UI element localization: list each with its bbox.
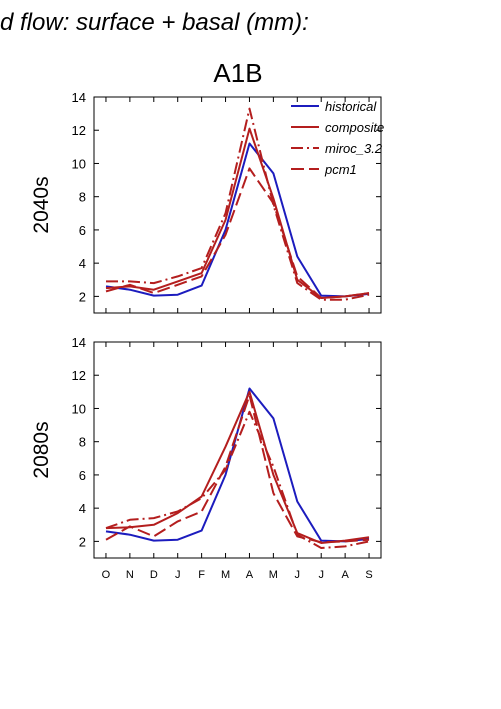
- chart-2040s: 2 4 6 8 10 12 14 2040s historical composite miroc_…: [30, 90, 384, 314]
- legend-label: composite: [325, 120, 384, 135]
- y-axis-label: 2040s: [30, 176, 53, 233]
- series-line-historical: [105, 387, 370, 543]
- series-line-historical: [105, 142, 370, 298]
- chart-2080s: 2 4 6 8 10 12 14 O N D J F M A M J J A S 2080s: [30, 335, 382, 581]
- y-axis-label: 2080s: [30, 421, 53, 478]
- y-tick-label: 2: [79, 289, 86, 304]
- x-tick-label: A: [246, 569, 254, 581]
- x-tick-label: S: [365, 569, 372, 581]
- x-tick-label: N: [126, 569, 134, 581]
- x-tick-label: A: [341, 569, 349, 581]
- series-line-miroc-3-2: [105, 410, 370, 549]
- legend-label: pcm1: [324, 162, 357, 177]
- y-tick-label: 4: [79, 501, 86, 516]
- y-tick-label: 12: [72, 368, 86, 383]
- legend: historical composite miroc_3.2 pcm1: [291, 99, 384, 177]
- y-tick-label: 6: [79, 223, 86, 238]
- y-tick-label: 12: [72, 123, 86, 138]
- x-tick-label: M: [221, 569, 230, 581]
- plot-frame: [93, 96, 382, 314]
- y-tick-label: 14: [72, 90, 86, 105]
- x-tick-label: J: [175, 569, 181, 581]
- series-line-composite: [105, 127, 370, 299]
- x-tick-label: J: [318, 569, 324, 581]
- series-line-miroc-3-2: [106, 107, 370, 301]
- y-tick-label: 6: [79, 468, 86, 483]
- legend-label: miroc_3.2: [325, 141, 383, 156]
- x-tick-label: O: [102, 569, 111, 581]
- series-line-pcm1: [105, 167, 370, 299]
- y-tick-label: 4: [79, 256, 86, 271]
- x-tick-label: M: [269, 569, 278, 581]
- y-tick-label: 14: [72, 335, 86, 350]
- legend-label: historical: [325, 99, 377, 114]
- figure-title: d flow: surface + basal (mm):: [0, 9, 309, 36]
- x-tick-label: D: [150, 569, 158, 581]
- y-tick-label: 8: [79, 190, 86, 205]
- y-tick-label: 10: [72, 401, 86, 416]
- series-line-pcm1: [105, 394, 370, 544]
- x-tick-label: J: [295, 569, 301, 581]
- y-tick-label: 10: [72, 156, 86, 171]
- y-tick-label: 8: [79, 435, 86, 450]
- series-line-composite: [105, 390, 370, 544]
- y-tick-label: 2: [79, 534, 86, 549]
- panel-title: A1B: [213, 58, 262, 88]
- plot-frame: [93, 341, 382, 559]
- x-tick-label: F: [198, 569, 205, 581]
